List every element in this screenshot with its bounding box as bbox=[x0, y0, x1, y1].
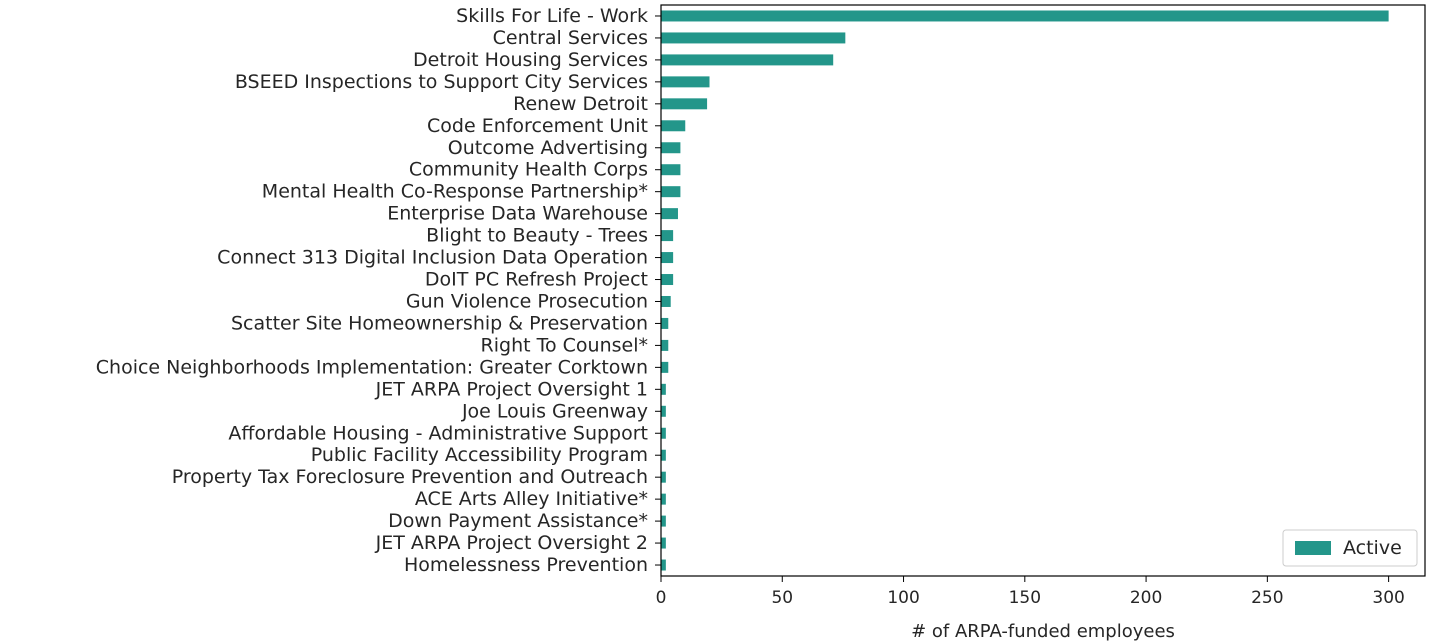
bar bbox=[661, 252, 674, 264]
bar bbox=[661, 76, 710, 88]
bar bbox=[661, 317, 669, 329]
category-label: Central Services bbox=[493, 27, 648, 49]
bar bbox=[661, 515, 666, 527]
category-label: ACE Arts Alley Initiative* bbox=[415, 488, 648, 510]
bar bbox=[661, 295, 671, 307]
legend: Active bbox=[1282, 529, 1418, 567]
x-tick-label: 250 bbox=[1251, 588, 1283, 608]
bar bbox=[661, 493, 666, 505]
x-axis-label: # of ARPA-funded employees bbox=[911, 621, 1175, 642]
category-label: Property Tax Foreclosure Prevention and … bbox=[172, 466, 648, 488]
bar bbox=[661, 274, 674, 286]
bars-group bbox=[661, 10, 1389, 571]
x-tick-label: 0 bbox=[656, 588, 667, 608]
legend-swatch bbox=[1295, 541, 1331, 555]
category-label: Connect 313 Digital Inclusion Data Opera… bbox=[217, 247, 648, 269]
category-label: Gun Violence Prosecution bbox=[406, 290, 648, 312]
category-label: Code Enforcement Unit bbox=[427, 115, 648, 137]
bar bbox=[661, 383, 666, 395]
bar bbox=[661, 164, 681, 176]
bar bbox=[661, 427, 666, 439]
category-label: Down Payment Assistance* bbox=[388, 510, 648, 532]
category-label: Outcome Advertising bbox=[448, 137, 648, 159]
bar bbox=[661, 120, 686, 132]
axes-frame bbox=[660, 4, 1426, 577]
bar bbox=[661, 537, 666, 549]
category-label: Renew Detroit bbox=[513, 93, 648, 115]
x-tick-label: 50 bbox=[771, 588, 793, 608]
x-tick-label: 300 bbox=[1372, 588, 1404, 608]
legend-label: Active bbox=[1343, 537, 1402, 559]
category-label: Public Facility Accessibility Program bbox=[311, 444, 648, 466]
bar bbox=[661, 32, 846, 44]
bar bbox=[661, 230, 674, 242]
bar bbox=[661, 405, 666, 417]
category-label: Community Health Corps bbox=[409, 159, 648, 181]
bar bbox=[661, 339, 669, 351]
category-label: Joe Louis Greenway bbox=[461, 400, 648, 422]
category-label: Choice Neighborhoods Implementation: Gre… bbox=[96, 356, 648, 378]
category-label: JET ARPA Project Oversight 2 bbox=[375, 532, 648, 554]
category-label: BSEED Inspections to Support City Servic… bbox=[235, 71, 648, 93]
x-tick-label: 200 bbox=[1130, 588, 1162, 608]
bar bbox=[661, 142, 681, 154]
legend-box bbox=[1282, 529, 1418, 567]
category-label: DoIT PC Refresh Project bbox=[425, 269, 648, 291]
category-label: Skills For Life - Work bbox=[456, 5, 648, 27]
category-label: Enterprise Data Warehouse bbox=[387, 203, 648, 225]
bar bbox=[661, 361, 669, 373]
x-tick-label: 150 bbox=[1009, 588, 1041, 608]
bar bbox=[661, 186, 681, 198]
category-label: Blight to Beauty - Trees bbox=[426, 225, 648, 247]
bar bbox=[661, 449, 666, 461]
category-label: Homelessness Prevention bbox=[404, 554, 648, 576]
category-label: Detroit Housing Services bbox=[413, 49, 648, 71]
bar bbox=[661, 54, 834, 66]
category-label: Scatter Site Homeownership & Preservatio… bbox=[231, 312, 648, 334]
x-axis-ticks: 0 50 100 150 200 250 300 bbox=[656, 576, 1405, 608]
category-label: Right To Counsel* bbox=[481, 334, 648, 356]
bar bbox=[661, 471, 666, 483]
bar bbox=[661, 559, 666, 571]
category-label: Mental Health Co-Response Partnership* bbox=[262, 181, 648, 203]
x-tick-label: 100 bbox=[887, 588, 919, 608]
bar bbox=[661, 10, 1389, 22]
bar bbox=[661, 98, 708, 110]
category-label: Affordable Housing - Administrative Supp… bbox=[228, 422, 648, 444]
bar bbox=[661, 208, 678, 220]
category-label: JET ARPA Project Oversight 1 bbox=[375, 378, 648, 400]
